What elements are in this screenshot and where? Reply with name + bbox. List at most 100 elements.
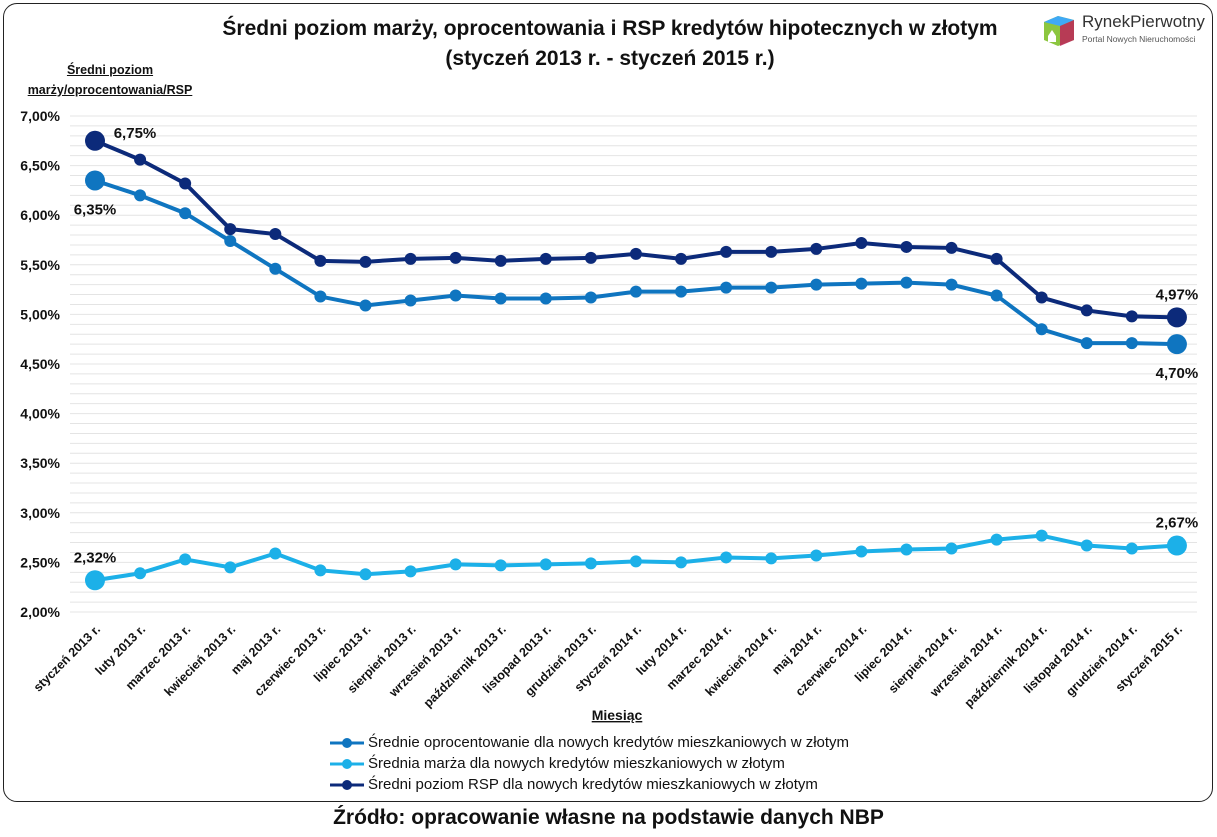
- plot-area: 2,00% 2,50% 3,00% 3,50% 4,00% 4,50% 5,00% 5,50%…: [20, 108, 1199, 723]
- data-point: [449, 558, 462, 571]
- data-point: [675, 285, 688, 298]
- data-point: [720, 551, 733, 564]
- data-point: [900, 240, 913, 253]
- data-point: [539, 558, 552, 571]
- house-cube-logo-icon: [1044, 16, 1074, 46]
- data-point: [629, 285, 642, 298]
- data-point: [179, 207, 192, 220]
- data-point: [404, 252, 417, 265]
- data-point: [855, 545, 868, 558]
- data-point: [1166, 535, 1187, 556]
- y-tick-label: 4,50%: [20, 356, 60, 372]
- data-point: [1080, 539, 1093, 552]
- y-tick-label: 3,00%: [20, 505, 60, 521]
- data-point: [494, 559, 507, 572]
- y-tick-label: 5,50%: [20, 257, 60, 273]
- data-point: [539, 292, 552, 305]
- y-tick-label: 5,00%: [20, 306, 60, 322]
- chart-frame: [3, 3, 1213, 802]
- data-point: [1125, 310, 1138, 323]
- data-point: [1166, 307, 1187, 328]
- data-point: [584, 557, 597, 570]
- y-tick-label: 2,00%: [20, 604, 60, 620]
- data-point: [449, 289, 462, 302]
- data-point: [900, 543, 913, 556]
- data-point: [1035, 291, 1048, 304]
- data-point: [945, 278, 958, 291]
- logo-brand: RynekPierwotny: [1082, 12, 1205, 31]
- data-point: [810, 549, 823, 562]
- legend-item: Średni poziom RSP dla nowych kredytów mi…: [330, 774, 849, 795]
- x-tick-label: październik 2013 r.: [421, 622, 509, 710]
- data-point: [855, 277, 868, 290]
- data-point: [1035, 323, 1048, 336]
- data-point: [990, 252, 1003, 265]
- data-point: [179, 553, 192, 566]
- data-point: [269, 228, 282, 241]
- data-point: [404, 565, 417, 578]
- data-point: [314, 290, 327, 303]
- y-label-line-2: marży/oprocentowania/RSP: [27, 83, 193, 97]
- data-point: [449, 251, 462, 264]
- data-point: [765, 552, 778, 565]
- data-point: [990, 533, 1003, 546]
- y-tick-label: 6,00%: [20, 207, 60, 223]
- x-axis-label: Miesiąc: [592, 707, 643, 723]
- data-point: [85, 170, 105, 191]
- data-point: [990, 289, 1003, 302]
- data-label: 2,67%: [1156, 515, 1199, 532]
- data-point: [1125, 542, 1138, 555]
- title-line-2: (styczeń 2013 r. - styczeń 2015 r.): [445, 47, 775, 70]
- legend-label: Średni poziom RSP dla nowych kredytów mi…: [368, 776, 818, 793]
- y-label-line-1: Średni poziom: [66, 63, 154, 77]
- data-point: [494, 292, 507, 305]
- data-point: [269, 262, 282, 275]
- legend: Średnie oprocentowanie dla nowych kredyt…: [330, 732, 849, 795]
- logo: RynekPierwotny Portal Nowych Nieruchomoś…: [1040, 10, 1210, 50]
- data-point: [810, 278, 823, 291]
- data-point: [359, 299, 372, 312]
- data-label: 4,97%: [1156, 286, 1199, 303]
- data-point: [810, 242, 823, 255]
- source-note: Źródło: opracowanie własne na podstawie …: [333, 806, 884, 829]
- y-tick-label: 6,50%: [20, 158, 60, 174]
- data-point: [1125, 337, 1138, 350]
- legend-item: Średnia marża dla nowych kredytów mieszk…: [330, 753, 849, 774]
- data-point: [1166, 334, 1187, 355]
- y-tick-label: 2,50%: [20, 554, 60, 570]
- data-point: [945, 241, 958, 254]
- data-point: [720, 245, 733, 258]
- data-point: [945, 542, 958, 555]
- y-tick-label: 3,50%: [20, 455, 60, 471]
- data-point: [85, 130, 105, 151]
- data-point: [404, 294, 417, 307]
- data-point: [134, 189, 147, 202]
- data-point: [584, 291, 597, 304]
- data-point: [224, 561, 237, 574]
- data-label: 6,35%: [74, 201, 117, 218]
- data-point: [179, 177, 192, 190]
- data-point: [629, 247, 642, 260]
- data-point: [720, 281, 733, 294]
- data-point: [855, 236, 868, 249]
- data-point: [359, 255, 372, 268]
- data-point: [1080, 337, 1093, 350]
- data-point: [900, 276, 913, 289]
- data-label: 2,32%: [74, 549, 117, 566]
- data-label: 4,70%: [1156, 365, 1199, 382]
- data-point: [765, 281, 778, 294]
- y-tick-label: 4,00%: [20, 406, 60, 422]
- legend-marker-icon: [330, 779, 364, 790]
- data-point: [269, 547, 282, 560]
- data-point: [134, 153, 147, 166]
- y-tick-label: 7,00%: [20, 108, 60, 124]
- data-point: [1035, 529, 1048, 542]
- legend-item: Średnie oprocentowanie dla nowych kredyt…: [330, 732, 849, 753]
- legend-label: Średnia marża dla nowych kredytów mieszk…: [368, 755, 785, 772]
- legend-marker-icon: [330, 737, 364, 748]
- data-point: [134, 567, 147, 580]
- data-point: [314, 254, 327, 267]
- data-point: [629, 555, 642, 568]
- logo-subtitle: Portal Nowych Nieruchomości: [1082, 34, 1196, 44]
